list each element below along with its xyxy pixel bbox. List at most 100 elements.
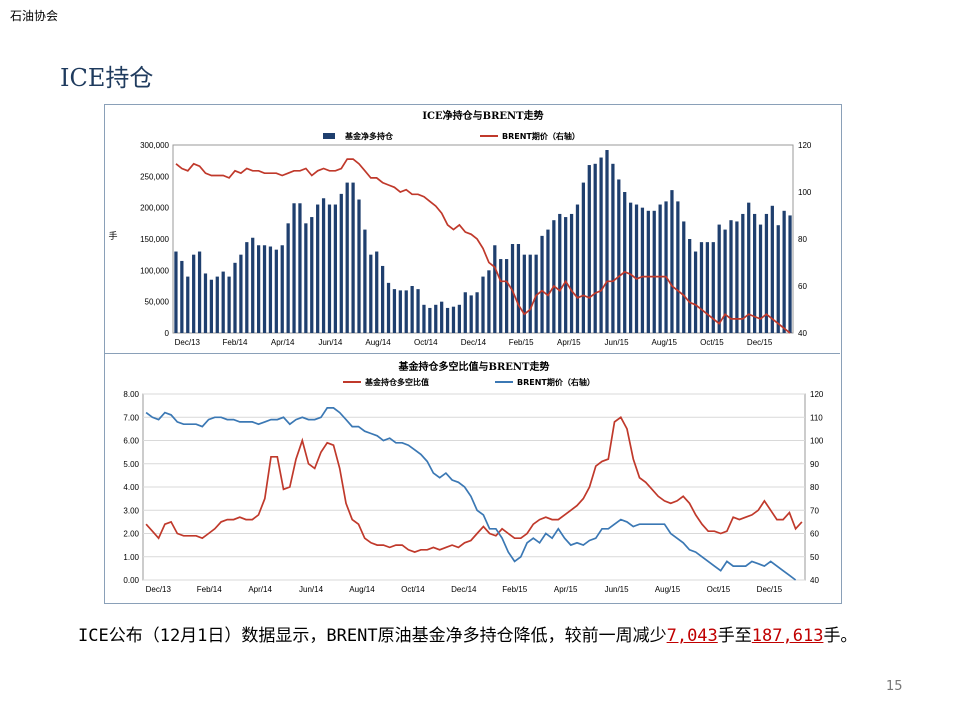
- x-tick-label: Apr/15: [557, 338, 581, 347]
- bar: [445, 307, 450, 333]
- bar: [504, 259, 509, 333]
- x-tick-label: Jun/14: [299, 585, 324, 594]
- summary-part2: 手至: [717, 626, 752, 646]
- x-tick-label: Aug/15: [652, 338, 678, 347]
- bar: [233, 262, 237, 333]
- y-left-tick-label: 6.00: [123, 437, 139, 446]
- bar: [717, 224, 721, 333]
- bar: [741, 213, 745, 333]
- bar: [670, 190, 674, 333]
- bar: [434, 304, 438, 333]
- x-tick-label: Oct/14: [401, 585, 425, 594]
- x-tick-label: Apr/14: [271, 338, 295, 347]
- bar: [363, 229, 367, 333]
- bar: [292, 203, 296, 333]
- bar: [174, 251, 178, 333]
- x-tick-label: Jun/15: [605, 338, 630, 347]
- y-left-tick-label: 5.00: [123, 460, 139, 469]
- y-left-tick-label: 8.00: [123, 390, 139, 399]
- bar: [575, 204, 580, 333]
- bar: [215, 276, 219, 333]
- bar: [611, 163, 615, 333]
- legend-label: 基金净多持仓: [344, 131, 394, 141]
- y-right-tick-label: 40: [798, 329, 807, 338]
- x-tick-label: Apr/14: [248, 585, 272, 594]
- y-right-tick-label: 120: [798, 141, 812, 150]
- bar: [274, 249, 278, 333]
- bar: [380, 265, 385, 333]
- x-tick-label: Feb/14: [223, 338, 248, 347]
- bar: [410, 286, 414, 333]
- bar: [369, 254, 373, 333]
- x-tick-label: Jun/14: [318, 338, 343, 347]
- y-right-tick-label: 40: [810, 576, 819, 585]
- summary-part3: 手。: [823, 626, 858, 646]
- bar: [646, 210, 650, 333]
- bar: [634, 204, 639, 333]
- bar: [481, 276, 485, 333]
- bar: [451, 306, 456, 333]
- bar: [262, 245, 267, 333]
- weekly-decrease-value[interactable]: 7,043: [666, 626, 718, 646]
- bar: [599, 157, 603, 333]
- x-tick-label: Dec/13: [146, 585, 172, 594]
- bar: [764, 213, 769, 333]
- x-tick-label: Feb/14: [197, 585, 222, 594]
- y-right-tick-label: 70: [810, 506, 819, 515]
- bar: [682, 221, 686, 333]
- bar: [499, 259, 503, 333]
- bar: [392, 289, 397, 333]
- bar: [705, 242, 710, 333]
- bar: [327, 204, 332, 333]
- bar: [711, 242, 715, 333]
- y-left-tick-label: 2.00: [123, 530, 139, 539]
- bar: [475, 292, 479, 333]
- bar: [617, 179, 621, 333]
- bar: [304, 223, 308, 333]
- bar: [268, 246, 273, 333]
- bar: [357, 199, 361, 333]
- x-tick-label: Jun/15: [605, 585, 630, 594]
- net-long-value[interactable]: 187,613: [751, 626, 824, 646]
- long-short-ratio-chart: 0.00 1.00 2.00 3.00 4.00 5.00 6.00 7.00 8.00 40 50…: [123, 360, 824, 594]
- bar: [546, 229, 550, 333]
- x-tick-label: Dec/14: [461, 338, 487, 347]
- y-left-tick-label: 150,000: [140, 235, 169, 244]
- y-right-tick-label: 110: [810, 413, 823, 422]
- y-right-tick-label: 60: [810, 530, 819, 539]
- bar: [758, 224, 763, 333]
- y-right-tick-label: 90: [810, 460, 819, 469]
- bar: [510, 244, 515, 333]
- y-left-tick-label: 250,000: [140, 172, 169, 181]
- x-tick-label: Oct/15: [707, 585, 731, 594]
- series-line-1: [145, 407, 797, 581]
- bar: [404, 290, 408, 333]
- bar: [398, 290, 402, 333]
- bar: [221, 271, 225, 333]
- bar: [375, 251, 379, 333]
- y-left-tick-label: 1.00: [123, 553, 139, 562]
- y-right-tick-label: 120: [810, 390, 824, 399]
- x-tick-label: Feb/15: [509, 338, 534, 347]
- bar: [652, 210, 656, 333]
- bar: [280, 245, 284, 333]
- bar: [493, 245, 497, 333]
- summary-text: ICE公布（12月1日）数据显示，BRENT原油基金净多持仓降低，较前一周减少7…: [78, 622, 908, 650]
- bar: [534, 254, 538, 333]
- legend-label: BRENT期价（右轴）: [502, 131, 580, 141]
- y-left-tick-label: 300,000: [140, 141, 169, 150]
- bar: [286, 223, 290, 333]
- bar: [564, 217, 568, 333]
- chart-title: ICE净持仓与BRENT走势: [422, 109, 543, 122]
- y-right-tick-label: 50: [810, 553, 819, 562]
- y-left-tick-label: 7.00: [123, 413, 139, 422]
- bar: [528, 254, 532, 333]
- bar: [203, 273, 208, 333]
- bar: [298, 203, 302, 333]
- charts-container: 0 50,000 100,000 150,000 200,000 250,000 300,0…: [104, 104, 842, 604]
- y-right-tick-label: 60: [798, 282, 807, 291]
- bar: [422, 304, 426, 333]
- bar: [197, 251, 202, 333]
- y-axis-label: 手: [108, 230, 117, 242]
- bar: [788, 215, 792, 333]
